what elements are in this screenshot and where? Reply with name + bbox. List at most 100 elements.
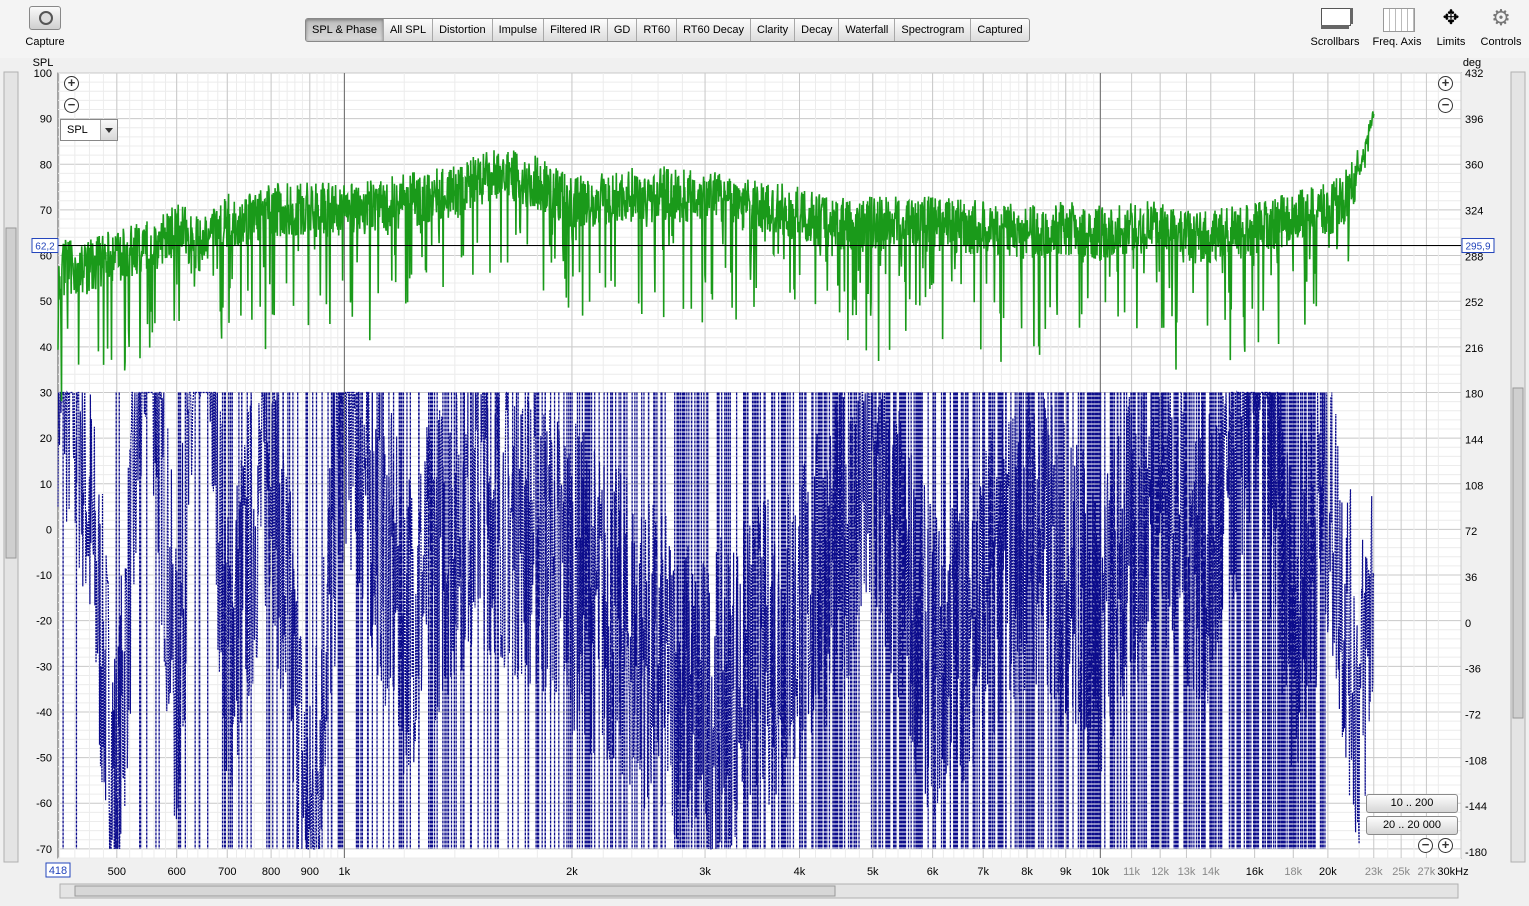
left-tick-label: -70 [36, 844, 52, 856]
freq-axis-button[interactable]: Freq. Axis [1369, 6, 1425, 48]
x-tick-label: 800 [262, 866, 280, 878]
tab-waterfall[interactable]: Waterfall [839, 19, 896, 41]
left-tick-label: -30 [36, 661, 52, 673]
gear-icon: ⚙ [1491, 5, 1511, 30]
right-tick-label: 324 [1465, 205, 1483, 217]
right-tick-label: 360 [1465, 160, 1483, 172]
freq-axis-label: Freq. Axis [1372, 36, 1422, 48]
x-tick-label: 2k [566, 866, 578, 878]
right-tick-label: -180 [1465, 847, 1487, 859]
cursor-left-value: 62,2 [35, 242, 55, 253]
x-tick-label: 23k [1365, 866, 1383, 878]
left-tick-label: 20 [40, 433, 52, 445]
cursor-left-box [31, 238, 59, 254]
x-tick-label: 1k [339, 866, 351, 878]
right-tick-label: 180 [1465, 389, 1483, 401]
cursor-right-box [1461, 238, 1495, 254]
cursor-right-value: 295,9 [1465, 242, 1490, 253]
right-tick-label: 288 [1465, 251, 1483, 263]
zoom-in-icon[interactable]: + [64, 76, 79, 91]
left-tick-label: 10 [40, 479, 52, 491]
chevron-down-icon [100, 120, 117, 140]
tab-rt60-decay[interactable]: RT60 Decay [677, 19, 751, 41]
right-tick-label: 72 [1465, 526, 1477, 538]
right-tick-label: -108 [1465, 755, 1487, 767]
right-tick-label: 252 [1465, 297, 1483, 309]
capture-button[interactable]: Capture [22, 6, 68, 48]
plot-area: SPL 100 90 80 70 60 50 40 30 20 10 0 -10 -20 -30 -40 -50… [0, 57, 1529, 903]
tab-all-spl[interactable]: All SPL [384, 19, 434, 41]
camera-icon [29, 6, 61, 30]
right-tick-label: 36 [1465, 572, 1477, 584]
tab-distortion[interactable]: Distortion [433, 19, 493, 41]
tab-gd[interactable]: GD [608, 19, 638, 41]
left-scrollbar-thumb[interactable] [5, 227, 17, 559]
x-tick-label: 16k [1246, 866, 1264, 878]
x-tick-label: 13k [1178, 866, 1196, 878]
x-tick-label: 30kHz [1437, 866, 1468, 878]
zoom-in-x-icon[interactable]: + [1438, 838, 1453, 853]
x-tick-label: 27k [1418, 866, 1436, 878]
left-tick-label: 70 [40, 205, 52, 217]
tab-clarity[interactable]: Clarity [751, 19, 796, 41]
bottom-scrollbar-thumb[interactable] [74, 885, 836, 897]
left-tick-label: 80 [40, 159, 52, 171]
left-tick-label: 30 [40, 387, 52, 399]
scrollbars-button[interactable]: Scrollbars [1308, 6, 1362, 48]
right-axis: deg43239636032428825221618014410872360-3… [1463, 57, 1487, 859]
zoom-out-right-icon[interactable]: − [1438, 98, 1453, 113]
tab-rt60[interactable]: RT60 [637, 19, 678, 41]
right-tick-label: -72 [1465, 709, 1481, 721]
left-tick-label: -40 [36, 707, 52, 719]
limits-label: Limits [1436, 36, 1466, 48]
scrollbars-label: Scrollbars [1310, 36, 1360, 48]
x-tick-label: 11k [1123, 866, 1140, 878]
left-tick-label: 50 [40, 296, 52, 308]
controls-button[interactable]: ⚙ Controls [1479, 5, 1523, 49]
spl-line [57, 111, 1375, 402]
toolbar: Capture SPL & Phase All SPL Distortion Impu… [0, 0, 1529, 58]
x-axis: 418 500 600 700 800 900 1k 2k 3k 4k 5k 6k 7k 8k 9k 10k 1… [45, 862, 1469, 878]
tab-captured[interactable]: Captured [977, 24, 1023, 36]
spl-series [57, 111, 1375, 402]
tab-spl-phase[interactable]: SPL & Phase [306, 19, 385, 41]
right-axis-label: deg [1463, 58, 1481, 69]
right-tick-label: 432 [1465, 68, 1483, 80]
left-tick-label: -20 [36, 616, 52, 628]
x-tick-label: 500 [108, 866, 126, 878]
tab-spectrogram[interactable]: Spectrogram [895, 19, 972, 41]
spl-phase-chart[interactable]: SPL1009080706050403020100-10-20-30-40-50… [0, 57, 1529, 903]
x-tick-label: 9k [1060, 866, 1072, 878]
tab-impulse[interactable]: Impulse [493, 19, 545, 41]
x-tick-label: 25k [1392, 866, 1410, 878]
x-tick-label: 5k [867, 866, 879, 878]
range-button-10-200[interactable]: 10 .. 200 [1366, 794, 1458, 813]
x-tick-label: 12k [1151, 866, 1169, 878]
limits-button[interactable]: ✥ Limits [1432, 6, 1470, 48]
x-tick-label: 900 [301, 866, 319, 878]
right-scrollbar-thumb[interactable] [1512, 387, 1524, 719]
x-tick-label: 10k [1091, 866, 1109, 878]
zoom-in-right-icon[interactable]: + [1438, 76, 1453, 91]
x-tick-label: 18k [1284, 866, 1302, 878]
left-tick-label: -10 [36, 570, 52, 582]
left-tick-label: -60 [36, 798, 52, 810]
x-tick-label: 8k [1021, 866, 1033, 878]
range-button-20-20000[interactable]: 20 .. 20 000 [1366, 816, 1458, 835]
trace-select[interactable]: SPL [60, 119, 118, 141]
zoom-out-icon[interactable]: − [64, 98, 79, 113]
left-tick-label: 100 [34, 68, 52, 80]
controls-label: Controls [1480, 36, 1522, 48]
left-tick-label: 60 [40, 251, 52, 263]
x-tick-label: 700 [218, 866, 236, 878]
tab-filtered-ir[interactable]: Filtered IR [544, 19, 608, 41]
right-tick-label: 396 [1465, 114, 1483, 126]
trace-select-value: SPL [67, 124, 88, 136]
zoom-out-x-icon[interactable]: − [1418, 838, 1433, 853]
freq-axis-icon [1380, 6, 1415, 32]
x-tick-label: 600 [167, 866, 185, 878]
capture-label: Capture [25, 36, 65, 48]
x-tick-label: 7k [977, 866, 989, 878]
right-tick-label: -144 [1465, 801, 1487, 813]
tab-decay[interactable]: Decay [795, 19, 840, 41]
